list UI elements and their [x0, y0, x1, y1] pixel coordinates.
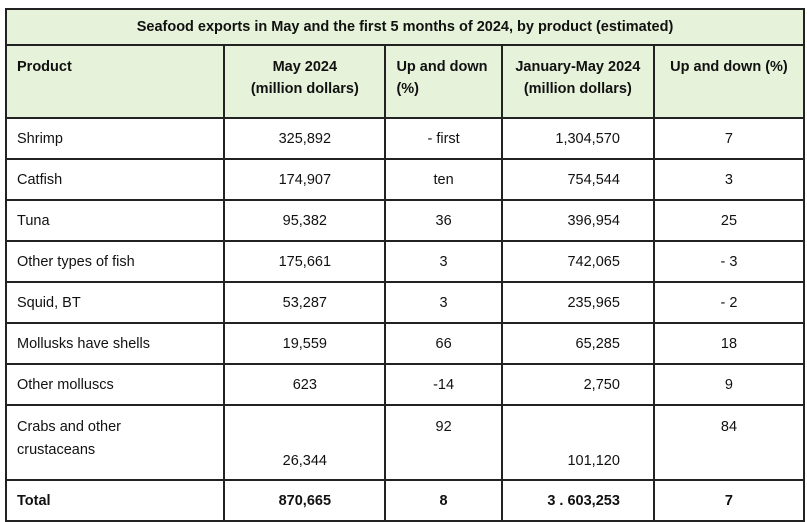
cell-may-change: 3 — [384, 240, 503, 283]
cell-may-value: 95,382 — [223, 199, 387, 242]
cell-jan-may-change: 25 — [652, 199, 806, 242]
header-text: Product — [17, 59, 72, 75]
cell-jan-may-change: 9 — [652, 363, 806, 406]
cell-may-value: 175,661 — [223, 240, 387, 283]
total-row: Total 870,665 8 3 . 603,253 7 — [4, 479, 806, 522]
cell-jan-may-value: 754,544 — [500, 158, 655, 201]
seafood-exports-table: Seafood exports in May and the first 5 m… — [4, 8, 806, 522]
cell-jan-may-change: 84 — [652, 404, 806, 481]
cell-may-change: 66 — [384, 322, 503, 365]
cell-jan-may-value: 101,120 — [500, 404, 655, 481]
cell-may-change: - first — [384, 117, 503, 160]
cell-may-value: 870,665 — [223, 479, 387, 522]
cell-product: Other types of fish — [4, 240, 226, 283]
column-header-product: Product — [4, 44, 226, 119]
cell-may-value: 623 — [223, 363, 387, 406]
column-header-may-2024: May 2024 (million dollars) — [223, 44, 387, 119]
cell-product: Other molluscs — [4, 363, 226, 406]
cell-jan-may-value: 3 . 603,253 — [500, 479, 655, 522]
cell-product: Mollusks have shells — [4, 322, 226, 365]
column-header-jan-may-2024: January-May 2024 (million dollars) — [500, 44, 655, 119]
cell-may-change: ten — [384, 158, 503, 201]
cell-jan-may-value: 2,750 — [500, 363, 655, 406]
cell-may-change: -14 — [384, 363, 503, 406]
cell-product: Crabs and other crustaceans — [4, 404, 226, 481]
header-text: (%) — [396, 81, 420, 97]
cell-jan-may-value: 65,285 — [500, 322, 655, 365]
cell-product: Total — [4, 479, 226, 522]
cell-product: Shrimp — [4, 117, 226, 160]
table-row: Mollusks have shells 19,559 66 65,285 18 — [4, 322, 806, 365]
table-row: Crabs and other crustaceans 26,344 92 101,1… — [4, 404, 806, 481]
cell-jan-may-change: - 3 — [652, 240, 806, 283]
cell-may-value: 26,344 — [223, 404, 387, 481]
cell-jan-may-change: 18 — [652, 322, 806, 365]
table-title: Seafood exports in May and the first 5 m… — [5, 8, 805, 46]
cell-may-change: 8 — [384, 479, 503, 522]
table-row: Tuna 95,382 36 396,954 25 — [4, 199, 806, 242]
table-header-row: Product May 2024 (million dollars) Up and… — [4, 44, 806, 119]
header-text: (million dollars) — [523, 81, 632, 97]
cell-jan-may-value: 742,065 — [500, 240, 655, 283]
cell-product: Tuna — [4, 199, 226, 242]
table-row: Squid, BT 53,287 3 235,965- 2 — [4, 281, 806, 324]
cell-may-value: 19,559 — [223, 322, 387, 365]
cell-may-change: 92 — [384, 404, 503, 481]
header-text: January-May 2024 — [515, 59, 641, 75]
header-text: (million dollars) — [250, 81, 359, 97]
table-row: Shrimp 325,892- first 1,304,570 7 — [4, 117, 806, 160]
cell-jan-may-value: 235,965 — [500, 281, 655, 324]
column-header-may-change: Up and down (%) — [384, 44, 503, 119]
header-text: Up and down (%) — [670, 59, 788, 75]
cell-jan-may-change: 3 — [652, 158, 806, 201]
table-row: Other molluscs 623 -14 2,750 9 — [4, 363, 806, 406]
cell-may-value: 325,892 — [223, 117, 387, 160]
cell-jan-may-value: 1,304,570 — [500, 117, 655, 160]
table-title-row: Seafood exports in May and the first 5 m… — [5, 8, 805, 46]
table-row: Other types of fish 175,661 3 742,065- 3 — [4, 240, 806, 283]
cell-may-value: 174,907 — [223, 158, 387, 201]
cell-product: Squid, BT — [4, 281, 226, 324]
column-header-jan-may-change: Up and down (%) — [652, 44, 806, 119]
cell-jan-may-change: 7 — [652, 479, 806, 522]
cell-jan-may-change: 7 — [652, 117, 806, 160]
cell-may-value: 53,287 — [223, 281, 387, 324]
cell-may-change: 36 — [384, 199, 503, 242]
cell-product: Catfish — [4, 158, 226, 201]
cell-jan-may-change: - 2 — [652, 281, 806, 324]
cell-may-change: 3 — [384, 281, 503, 324]
header-text: Up and down — [396, 59, 488, 75]
header-text: May 2024 — [272, 59, 338, 75]
cell-jan-may-value: 396,954 — [500, 199, 655, 242]
table-row: Catfish 174,907 ten 754,544 3 — [4, 158, 806, 201]
